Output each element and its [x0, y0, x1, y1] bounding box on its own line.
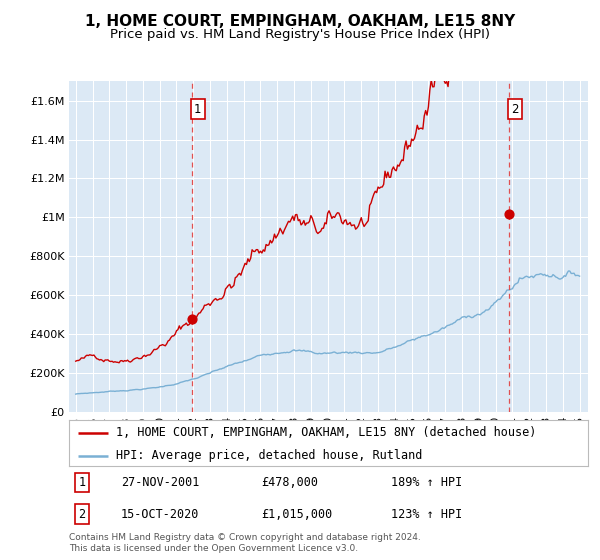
- Text: 15-OCT-2020: 15-OCT-2020: [121, 507, 199, 521]
- Text: 2: 2: [79, 507, 85, 521]
- Text: 1: 1: [79, 476, 85, 489]
- Text: 2: 2: [511, 103, 519, 116]
- Text: Contains HM Land Registry data © Crown copyright and database right 2024.: Contains HM Land Registry data © Crown c…: [69, 533, 421, 542]
- Text: £478,000: £478,000: [261, 476, 318, 489]
- Text: 27-NOV-2001: 27-NOV-2001: [121, 476, 199, 489]
- Point: [187, 314, 196, 323]
- Text: £1,015,000: £1,015,000: [261, 507, 332, 521]
- Text: 1, HOME COURT, EMPINGHAM, OAKHAM, LE15 8NY: 1, HOME COURT, EMPINGHAM, OAKHAM, LE15 8…: [85, 14, 515, 29]
- Text: 189% ↑ HPI: 189% ↑ HPI: [391, 476, 462, 489]
- Point: [504, 210, 514, 219]
- Text: 1, HOME COURT, EMPINGHAM, OAKHAM, LE15 8NY (detached house): 1, HOME COURT, EMPINGHAM, OAKHAM, LE15 8…: [116, 426, 536, 440]
- Text: Price paid vs. HM Land Registry's House Price Index (HPI): Price paid vs. HM Land Registry's House …: [110, 28, 490, 41]
- Text: 123% ↑ HPI: 123% ↑ HPI: [391, 507, 462, 521]
- Text: HPI: Average price, detached house, Rutland: HPI: Average price, detached house, Rutl…: [116, 449, 422, 463]
- Text: This data is licensed under the Open Government Licence v3.0.: This data is licensed under the Open Gov…: [69, 544, 358, 553]
- Text: 1: 1: [194, 103, 202, 116]
